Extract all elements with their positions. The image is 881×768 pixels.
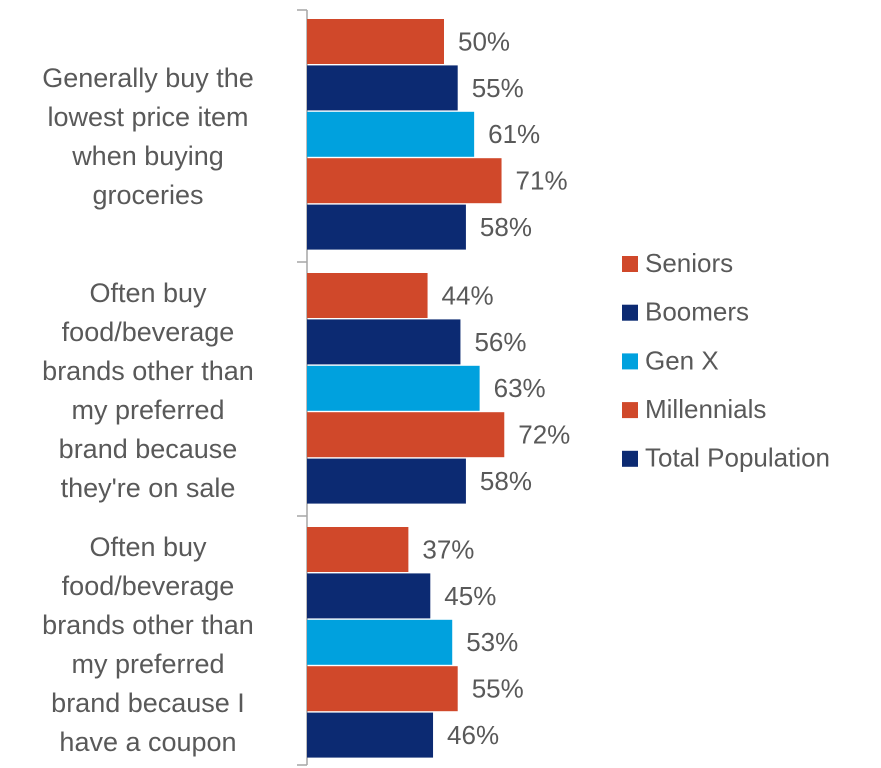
bar [307,319,461,365]
bar [307,204,466,250]
value-label: 46% [447,720,499,750]
legend-swatch [622,450,638,467]
legend-label: Seniors [645,248,733,278]
value-label: 50% [458,26,510,56]
value-label: 58% [480,466,532,496]
bar [307,573,431,619]
value-label: 37% [422,534,474,564]
value-label: 56% [474,327,526,357]
value-label: 55% [472,674,524,704]
legend-swatch [622,402,638,419]
value-label: 45% [444,581,496,611]
bar [307,365,480,411]
bar [307,458,466,504]
legend-label: Boomers [645,297,749,327]
bar [307,158,502,204]
bar [307,527,409,572]
legend-label: Gen X [645,345,719,375]
value-label: 71% [516,166,568,196]
bar [307,111,475,157]
value-label: 61% [488,119,540,149]
category-label: Often buy food/beverage brands other tha… [42,532,254,757]
bar [307,65,458,111]
bar [307,19,444,64]
value-label: 53% [466,627,518,657]
category-label: Generally buy the lowest price item when… [42,63,254,210]
value-label: 58% [480,212,532,242]
legend-label: Millennials [645,394,766,424]
legend-swatch [622,304,638,321]
value-label: 55% [472,73,524,103]
category-label: Often buy food/beverage brands other tha… [42,278,254,503]
value-label: 63% [494,373,546,403]
legend-swatch [622,353,638,370]
bar [307,712,434,758]
legend-label: Total Population [645,443,830,473]
bar [307,619,453,665]
bar [307,273,428,318]
bar [307,666,458,712]
bar [307,412,505,458]
value-label: 72% [518,420,570,450]
value-label: 44% [442,280,494,310]
legend-swatch [622,256,638,272]
